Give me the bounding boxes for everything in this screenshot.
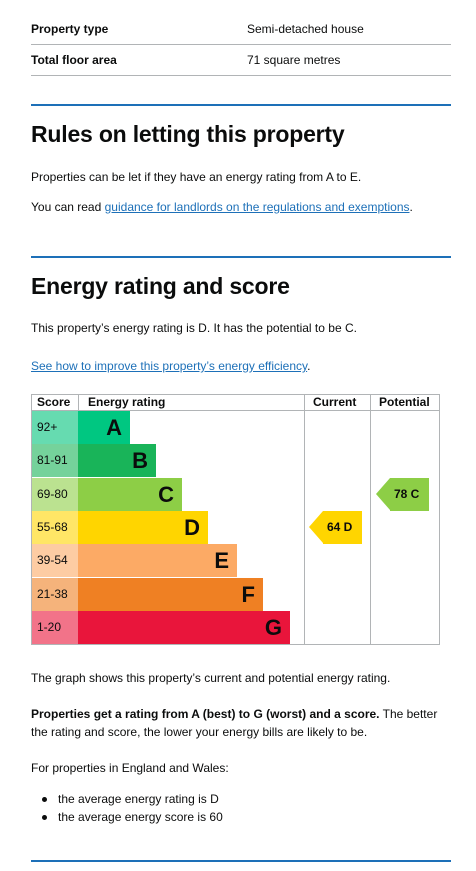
energy-rating-chart: Score Energy rating Current Potential 92… [31, 394, 440, 645]
chart-divider [304, 394, 305, 645]
guidance-suffix: . [409, 200, 413, 214]
guidance-prefix: You can read [31, 200, 105, 214]
header-current: Current [313, 395, 357, 409]
list-item: the average energy rating is D [38, 790, 223, 808]
chart-border [31, 394, 440, 645]
summary-row-floor-area: Total floor area 71 square metres [31, 45, 451, 76]
summary-value: Semi-detached house [247, 22, 364, 36]
summary-value: 71 square metres [247, 53, 341, 67]
header-energy-rating: Energy rating [88, 395, 166, 409]
summary-key: Property type [31, 22, 109, 36]
letting-paragraph: Properties can be let if they have an en… [31, 170, 362, 184]
list-item: the average energy score is 60 [38, 808, 223, 826]
band-score-range: 69-80 [32, 477, 78, 511]
header-score: Score [37, 395, 71, 409]
improve-link-paragraph: See how to improve this property’s energ… [31, 357, 451, 375]
chart-divider [370, 394, 371, 645]
chart-divider [78, 394, 79, 410]
energy-heading: Energy rating and score [31, 273, 290, 299]
current-rating-arrow-label: 64 D [323, 510, 363, 544]
band-bar-d: D [78, 510, 208, 544]
section-divider [31, 104, 451, 106]
summary-row-property-type: Property type Semi-detached house [31, 14, 451, 45]
band-bar-b: B [78, 444, 156, 478]
band-bar-e: E [78, 544, 237, 578]
current-rating-arrow-tip [309, 511, 323, 544]
guidance-link[interactable]: guidance for landlords on the regulation… [104, 200, 410, 214]
band-score-range: 81-91 [32, 444, 78, 478]
property-summary-table: Property type Semi-detached house Total … [31, 14, 451, 76]
band-bar-g: G [78, 610, 290, 644]
letting-heading: Rules on letting this property [31, 121, 345, 147]
potential-rating-arrow: 78 C [376, 477, 430, 511]
averages-list: the average energy rating is D the avera… [38, 790, 223, 826]
section-divider [31, 860, 451, 862]
improve-link-suffix: . [307, 359, 311, 373]
chart-header-divider [31, 410, 440, 411]
improve-efficiency-link[interactable]: See how to improve this property’s energ… [31, 359, 308, 373]
current-rating-arrow: 64 D [309, 510, 363, 544]
band-score-range: 1-20 [32, 610, 78, 644]
rating-explanation: Properties get a rating from A (best) to… [31, 705, 451, 741]
section-divider [31, 256, 451, 258]
energy-rating-paragraph: This property’s energy rating is D. It h… [31, 321, 357, 335]
graph-description: The graph shows this property’s current … [31, 671, 391, 685]
band-score-range: 92+ [32, 411, 78, 444]
band-bar-f: F [78, 577, 263, 611]
header-potential: Potential [379, 395, 430, 409]
letting-guidance-paragraph: You can read guidance for landlords on t… [31, 198, 451, 216]
rating-explanation-bold: Properties get a rating from A (best) to… [31, 707, 380, 721]
potential-rating-arrow-tip [376, 478, 390, 511]
band-bar-c: C [78, 477, 182, 511]
summary-key: Total floor area [31, 53, 117, 67]
england-wales-intro: For properties in England and Wales: [31, 761, 229, 775]
band-bar-a: A [78, 411, 130, 444]
band-score-range: 39-54 [32, 544, 78, 578]
rating-explanation-rest: The better the rating and score, the low… [31, 707, 438, 739]
band-score-range: 21-38 [32, 577, 78, 611]
band-score-range: 55-68 [32, 510, 78, 544]
potential-rating-arrow-label: 78 C [390, 477, 430, 511]
